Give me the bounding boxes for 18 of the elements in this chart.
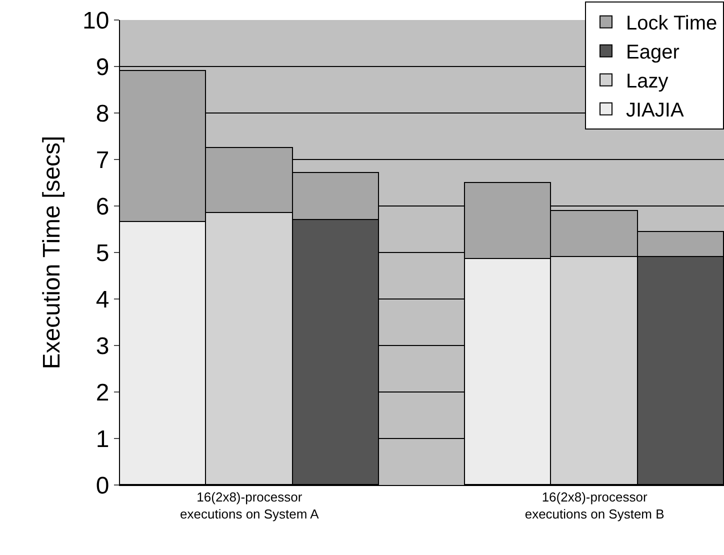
legend-label: Eager <box>626 42 680 64</box>
x-tick-label: 16(2x8)-processor executions on System B <box>524 490 664 522</box>
y-tick-label: 7 <box>96 146 110 174</box>
legend-label: Lazy <box>626 70 668 93</box>
x-tick-label: 16(2x8)-processor executions on System A <box>180 490 320 522</box>
y-tick-label: 6 <box>96 193 110 220</box>
y-tick-label: 10 <box>82 7 110 34</box>
y-tick-label: 9 <box>96 54 110 81</box>
y-axis-title: Execution Time [secs] <box>38 136 66 370</box>
y-tick-label: 2 <box>96 379 110 406</box>
y-tick-label: 0 <box>96 472 110 500</box>
y-tick-label: 3 <box>96 332 110 360</box>
legend-label: JIAJIA <box>626 100 684 122</box>
y-tick-label: 5 <box>96 240 110 267</box>
y-tick-label: 8 <box>96 100 110 128</box>
y-tick-label: 4 <box>96 286 110 314</box>
y-tick-label: 1 <box>96 426 110 453</box>
legend-label: Lock Time <box>626 12 718 35</box>
